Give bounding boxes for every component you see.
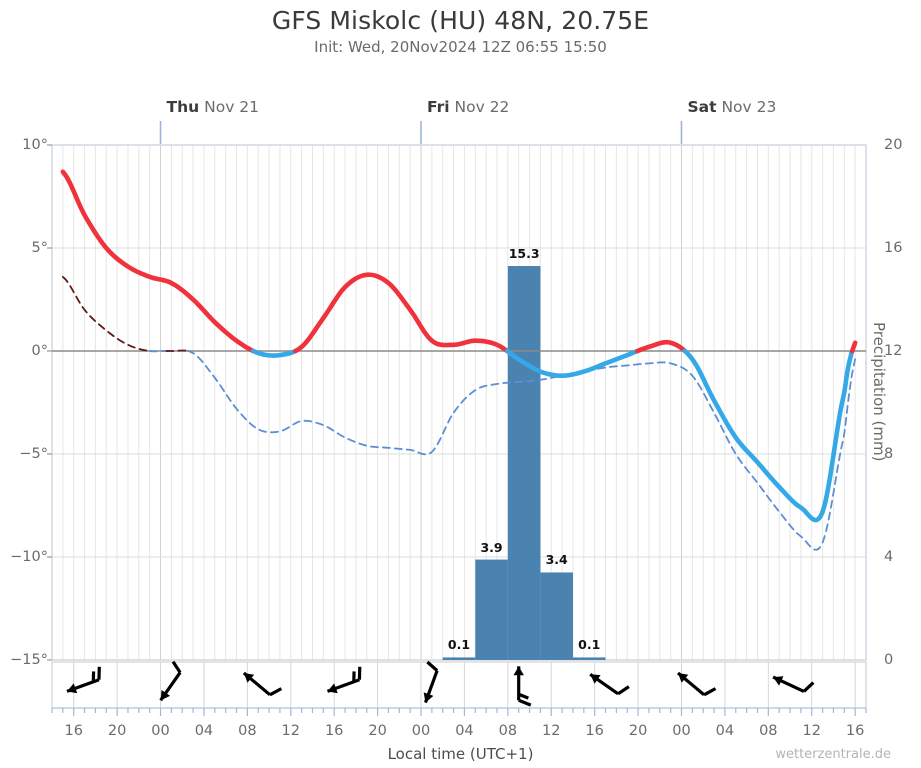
x-axis-tick-label: 16: [324, 723, 344, 739]
dewpoint-line-segment: [61, 275, 151, 352]
precipitation-bar-label: 15.3: [508, 246, 540, 262]
x-axis-tick-label: 20: [628, 723, 648, 739]
wind-barb: [242, 671, 283, 697]
x-axis-tick-label: 00: [151, 723, 170, 739]
x-axis-tick-label: 20: [368, 723, 387, 739]
precipitation-bar: [442, 657, 476, 660]
page-title: GFS Miskolc (HU) 48N, 20.75E: [271, 6, 650, 35]
day-label-date: Nov 22: [449, 98, 510, 116]
x-axis-tick-label: 12: [281, 723, 300, 739]
temperature-line-segment: [250, 348, 298, 358]
temperature-line-segment: [635, 339, 688, 354]
temperature-axis-label: −10°: [10, 549, 48, 565]
x-axis-tick-label: 16: [585, 723, 604, 739]
wind-barb-flag: [269, 687, 283, 697]
temperature-axis-label: 0°: [31, 343, 48, 359]
wind-barb: [589, 672, 630, 696]
temperature-axis-label: −15°: [10, 652, 48, 668]
precipitation-axis-label: 8: [884, 446, 894, 462]
wind-barb-arrowhead: [66, 683, 78, 694]
precipitation-bar: [507, 266, 541, 660]
wind-barb-arrowhead: [773, 676, 784, 686]
day-label-weekday: Thu: [166, 98, 200, 116]
wind-barb: [513, 666, 532, 707]
day-label-fri: Fri Nov 22: [427, 98, 509, 116]
wind-barb-flag: [617, 685, 630, 696]
wind-barb-arrowhead: [327, 683, 338, 694]
x-axis-tick-label: 12: [802, 723, 821, 739]
wind-barb: [159, 660, 182, 702]
day-label-thu: Thu Nov 21: [167, 98, 259, 116]
wind-barb-flag-second: [518, 692, 529, 700]
precipitation-bar-label: 3.4: [545, 552, 568, 568]
temperature-axis-label: 10°: [22, 137, 48, 153]
precipitation-bar-label: 3.9: [480, 539, 503, 555]
wind-barb-arrowhead: [243, 672, 255, 683]
x-axis-tick-label: 00: [411, 723, 431, 739]
precipitation-axis-label: 0: [884, 652, 894, 668]
wind-barb-flag: [802, 681, 815, 693]
x-axis-tick-label: 04: [455, 723, 474, 739]
watermark: wetterzentrale.de: [775, 747, 891, 762]
temperature-line-segment: [293, 272, 510, 354]
x-axis-tick-label: 12: [542, 723, 561, 739]
x-axis-title: Local time (UTC+1): [387, 745, 534, 763]
x-axis-tick-label: 04: [194, 723, 214, 739]
day-label-date: Nov 21: [199, 98, 260, 116]
wind-barb-flag: [171, 660, 182, 674]
x-axis-tick-label: 08: [498, 723, 518, 739]
precipitation-bar-label: 0.1: [447, 637, 471, 653]
wind-barb: [66, 666, 101, 694]
precipitation-bar: [475, 559, 508, 660]
temperature-line-segment: [504, 348, 640, 379]
x-axis-tick-label: 16: [64, 723, 83, 739]
precipitation-axis-labels: 20 16 12 8 4 0: [884, 0, 921, 768]
wind-barb: [326, 666, 362, 694]
x-axis-tick-label: 16: [845, 723, 865, 739]
day-label-weekday: Fri: [427, 98, 450, 116]
temperature-axis-labels: 10° 5° 0° −5° −10° −15°: [0, 0, 48, 768]
wind-barb-arrowhead: [160, 689, 171, 701]
wind-barb-arrowhead: [590, 674, 601, 684]
wind-barb-flag: [426, 660, 439, 672]
x-axis-tick-label: 08: [759, 723, 778, 739]
wind-barb-panel: [51, 661, 867, 709]
x-axis-tick-label: 00: [672, 723, 691, 739]
precipitation-bar: [540, 572, 573, 660]
precipitation-axis-label: 4: [884, 549, 894, 565]
precipitation-axis-label: 12: [884, 343, 903, 359]
precipitation-bar: [572, 657, 606, 660]
wind-barb-flag: [703, 687, 717, 697]
wind-barb-arrowhead: [423, 692, 434, 703]
precipitation-axis-label: 20: [884, 137, 903, 153]
x-axis-tick-label: 20: [107, 723, 127, 739]
temperature-axis-label: −5°: [19, 446, 48, 462]
temperature-axis-label: 5°: [31, 240, 48, 256]
dewpoint-line-segment: [165, 349, 189, 352]
wind-barb-arrowhead: [513, 666, 524, 676]
x-axis-tick-label: 08: [238, 723, 257, 739]
x-axis-tick-label: 04: [715, 723, 735, 739]
plot-background: [52, 145, 866, 660]
temperature-line-segment: [682, 348, 855, 523]
precipitation-bar-label: 0.1: [578, 637, 601, 653]
wind-barb-arrowhead: [678, 672, 689, 683]
day-label-weekday: Sat: [687, 98, 717, 116]
wind-barb-flag: [518, 698, 532, 707]
wind-barb: [423, 660, 439, 704]
wind-barb: [772, 675, 815, 693]
temperature-line-segment: [60, 169, 256, 354]
temperature-line-segment: [849, 340, 858, 354]
dewpoint-line-segment: [186, 350, 857, 551]
wind-barb: [676, 671, 717, 697]
page-subtitle: Init: Wed, 20Nov2024 12Z 06:55 15:50: [314, 38, 607, 56]
day-label-sat: Sat Nov 23: [687, 98, 776, 116]
day-label-date: Nov 23: [716, 98, 777, 116]
precipitation-axis-label: 16: [884, 240, 903, 256]
